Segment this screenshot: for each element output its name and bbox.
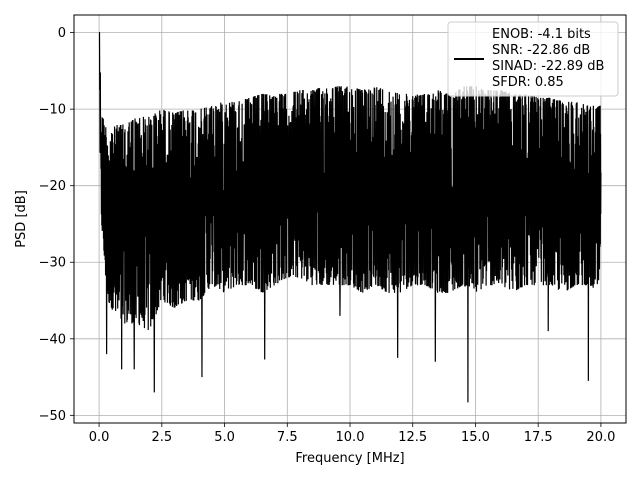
x-tick-label: 7.5: [277, 430, 298, 445]
x-tick-label: 5.0: [214, 430, 235, 445]
y-tick-label: −20: [39, 179, 66, 194]
legend-sinad: SINAD: -22.89 dB: [492, 59, 604, 74]
x-axis-label: Frequency [MHz]: [295, 451, 404, 466]
legend-sfdr: SFDR: 0.85: [492, 75, 564, 90]
legend-snr: SNR: -22.86 dB: [492, 43, 590, 58]
y-tick-label: 0: [58, 26, 66, 41]
x-tick-label: 12.5: [398, 430, 427, 445]
y-axis-label: PSD [dB]: [14, 190, 29, 248]
y-tick-label: −10: [39, 103, 66, 118]
x-tick-label: 2.5: [151, 430, 172, 445]
legend-enob: ENOB: -4.1 bits: [492, 27, 591, 42]
x-tick-label: 20.0: [586, 430, 615, 445]
x-tick-label: 15.0: [461, 430, 490, 445]
plot-area: [98, 32, 602, 403]
x-tick-label: 0.0: [89, 430, 110, 445]
y-tick-label: −40: [39, 332, 66, 347]
x-tick-label: 17.5: [524, 430, 553, 445]
y-axis-ticks: 0 −10 −20 −30 −40 −50: [39, 26, 74, 424]
y-tick-label: −50: [39, 409, 66, 424]
legend: ENOB: -4.1 bits SNR: -22.86 dB SINAD: -2…: [447, 21, 619, 97]
y-tick-label: −30: [39, 256, 66, 271]
psd-series-line: [98, 32, 602, 403]
legend-box: [447, 21, 619, 97]
x-tick-label: 10.0: [336, 430, 365, 445]
x-axis-ticks: 0.0 2.5 5.0 7.5 10.0 12.5 15.0 17.5 20.0: [89, 423, 615, 445]
